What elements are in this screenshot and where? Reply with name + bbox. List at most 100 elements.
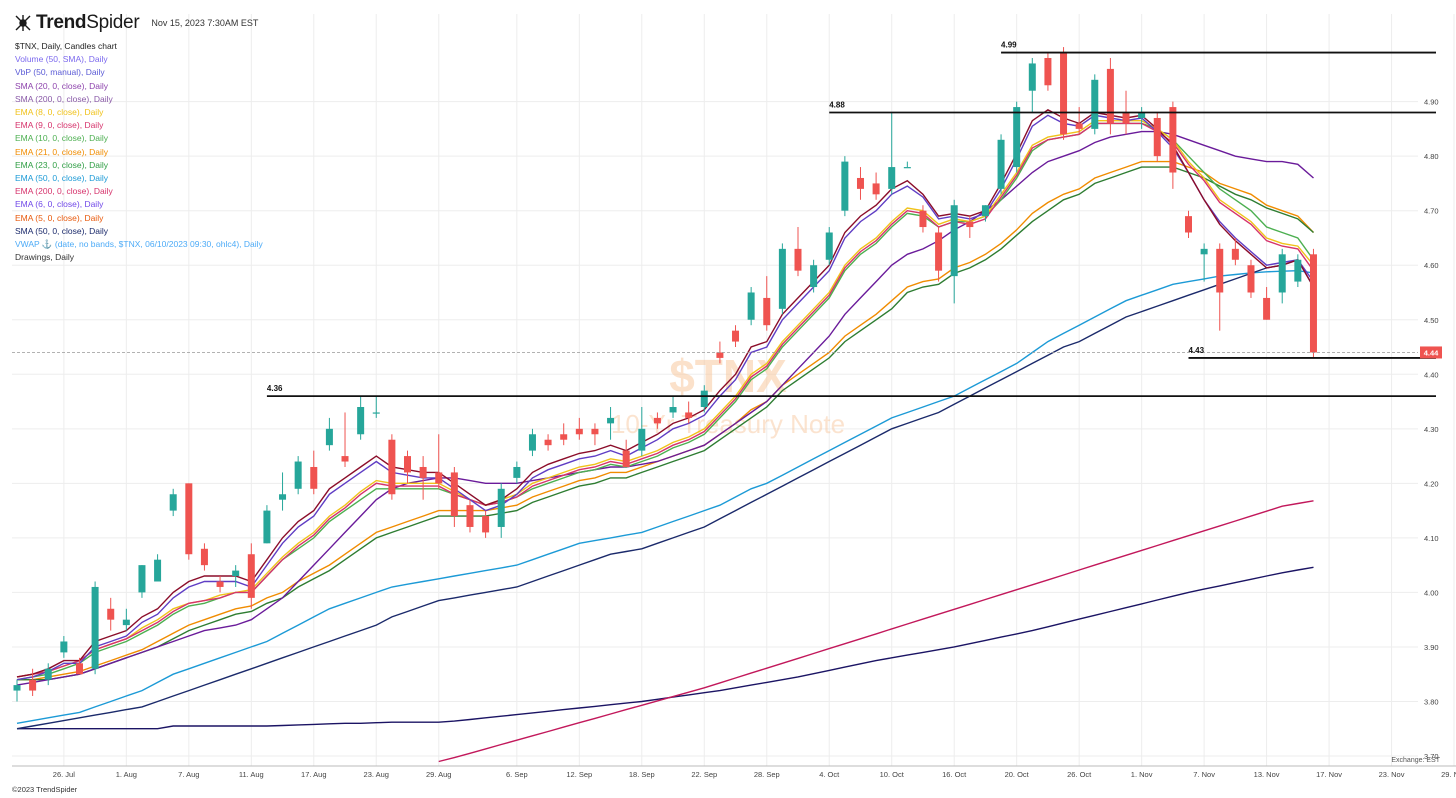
candle-body[interactable]: [497, 488, 505, 527]
candle-body[interactable]: [200, 548, 208, 566]
candle-body[interactable]: [1216, 248, 1224, 293]
candle-body[interactable]: [13, 685, 21, 691]
indicator-legend-item[interactable]: Volume (50, SMA), Daily: [15, 54, 108, 65]
candle-body[interactable]: [810, 265, 818, 288]
candle-body[interactable]: [1091, 79, 1099, 129]
candle-body[interactable]: [1278, 254, 1286, 293]
candle-body[interactable]: [560, 434, 568, 440]
candle-body[interactable]: [466, 505, 474, 527]
candle-body[interactable]: [669, 407, 677, 413]
candle-body[interactable]: [263, 510, 271, 544]
candle-body[interactable]: [1294, 259, 1302, 282]
indicator-legend-item[interactable]: EMA (200, 0, close), Daily: [15, 186, 113, 197]
candle-body[interactable]: [1153, 117, 1161, 157]
candle-body[interactable]: [528, 434, 536, 451]
indicator-legend-item[interactable]: EMA (5, 0, close), Daily: [15, 212, 104, 223]
chart-symbol-line[interactable]: $TNX, Daily, Candles chart: [15, 41, 117, 51]
candle-body[interactable]: [997, 139, 1005, 189]
candle-body[interactable]: [1106, 68, 1114, 124]
indicator-legend-item[interactable]: SMA (50, 0, close), Daily: [15, 225, 109, 236]
candle-body[interactable]: [372, 412, 380, 414]
candle-body[interactable]: [435, 472, 443, 484]
candle-body[interactable]: [919, 210, 927, 228]
candles[interactable]: [13, 47, 1317, 702]
candle-body[interactable]: [903, 167, 911, 169]
candle-body[interactable]: [716, 352, 724, 358]
candle-body[interactable]: [763, 297, 771, 326]
candle-body[interactable]: [1200, 248, 1208, 255]
candle-body[interactable]: [685, 412, 693, 418]
candle-body[interactable]: [1138, 112, 1146, 118]
candle-body[interactable]: [60, 641, 68, 653]
candle-body[interactable]: [310, 466, 318, 489]
candle-body[interactable]: [1169, 107, 1177, 173]
candle-body[interactable]: [1231, 248, 1239, 260]
candle-body[interactable]: [1247, 265, 1255, 293]
indicator-legend-item[interactable]: SMA (20, 0, close), Daily: [15, 80, 109, 91]
candle-body[interactable]: [169, 494, 177, 511]
candle-body[interactable]: [294, 461, 302, 489]
indicator-legend-item[interactable]: VbP (50, manual), Daily: [15, 67, 105, 78]
candle-body[interactable]: [122, 619, 130, 626]
candle-body[interactable]: [747, 292, 755, 320]
horizontal-levels[interactable]: 4.99 4.88 4.36 4.43: [12, 41, 1436, 397]
indicator-legend-item[interactable]: EMA (6, 0, close), Daily: [15, 199, 104, 210]
indicator-legend-item[interactable]: EMA (9, 0, close), Daily: [15, 120, 104, 131]
candle-body[interactable]: [419, 466, 427, 478]
candle-body[interactable]: [1122, 112, 1130, 124]
candle-body[interactable]: [216, 581, 224, 587]
indicator-legend-item[interactable]: EMA (8, 0, close), Daily: [15, 107, 104, 118]
candle-body[interactable]: [872, 183, 880, 195]
candle-body[interactable]: [950, 205, 958, 277]
candle-body[interactable]: [544, 439, 552, 446]
candle-body[interactable]: [341, 456, 349, 462]
candle-body[interactable]: [404, 456, 411, 473]
indicator-legend-item[interactable]: EMA (21, 0, close), Daily: [15, 146, 109, 157]
candle-body[interactable]: [44, 668, 52, 680]
indicator-legend-item[interactable]: SMA (200, 0, close), Daily: [15, 93, 113, 104]
candle-body[interactable]: [29, 679, 37, 691]
candle-body[interactable]: [279, 494, 287, 500]
candle-body[interactable]: [778, 248, 786, 309]
candle-body[interactable]: [888, 167, 896, 189]
candle-body[interactable]: [1013, 107, 1021, 168]
candle-body[interactable]: [622, 450, 630, 467]
candle-body[interactable]: [856, 177, 864, 189]
candle-body[interactable]: [1044, 58, 1052, 86]
candle-body[interactable]: [482, 516, 490, 533]
candle-body[interactable]: [825, 232, 833, 260]
candle-body[interactable]: [607, 417, 615, 424]
candle-body[interactable]: [700, 390, 708, 407]
candle-body[interactable]: [388, 439, 396, 495]
candle-body[interactable]: [1075, 123, 1083, 129]
candle-body[interactable]: [935, 232, 943, 271]
candle-body[interactable]: [325, 428, 333, 446]
candle-body[interactable]: [138, 565, 146, 593]
candle-body[interactable]: [107, 608, 115, 620]
candle-body[interactable]: [1309, 254, 1317, 353]
indicator-legend-item[interactable]: VWAP ⚓ (date, no bands, $TNX, 06/10/2023…: [15, 239, 263, 250]
candle-body[interactable]: [247, 554, 255, 598]
candle-body[interactable]: [91, 586, 99, 669]
candle-body[interactable]: [575, 428, 583, 435]
candle-body[interactable]: [732, 330, 740, 342]
candle-body[interactable]: [794, 248, 802, 271]
candle-body[interactable]: [981, 205, 989, 217]
candle-body[interactable]: [185, 483, 193, 555]
indicator-legend-item[interactable]: Drawings, Daily: [15, 252, 75, 263]
candle-body[interactable]: [513, 466, 521, 478]
candle-body[interactable]: [75, 663, 83, 675]
candle-body[interactable]: [154, 559, 162, 582]
indicator-legend-item[interactable]: EMA (10, 0, close), Daily: [15, 133, 109, 144]
candle-body[interactable]: [966, 221, 974, 228]
candle-body[interactable]: [1263, 297, 1271, 320]
candle-body[interactable]: [232, 570, 240, 577]
candle-body[interactable]: [591, 428, 599, 435]
candle-body[interactable]: [841, 161, 849, 211]
candle-body[interactable]: [450, 472, 458, 517]
candle-body[interactable]: [1060, 52, 1068, 135]
indicator-legend-item[interactable]: EMA (23, 0, close), Daily: [15, 159, 109, 170]
candle-body[interactable]: [638, 428, 646, 451]
indicator-legend-item[interactable]: EMA (50, 0, close), Daily: [15, 173, 109, 184]
